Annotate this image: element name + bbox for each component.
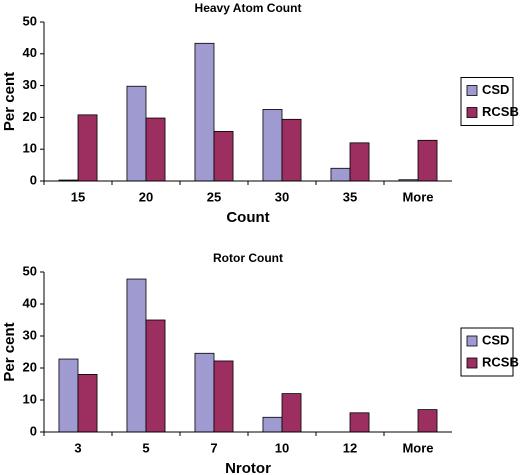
y-tick-label: 0 <box>30 423 37 438</box>
bar <box>417 409 438 433</box>
chart-title: Rotor Count <box>213 251 283 265</box>
bar <box>145 117 166 182</box>
x-tick-label: 10 <box>275 440 289 455</box>
chart-title: Heavy Atom Count <box>195 1 302 15</box>
legend-swatch <box>466 335 478 347</box>
x-tick-label: 30 <box>275 189 289 204</box>
y-tick-label: 0 <box>30 172 37 187</box>
bar <box>262 109 283 182</box>
bar <box>213 130 234 182</box>
x-tick-label: 20 <box>139 189 153 204</box>
bar <box>145 319 166 433</box>
y-tick-label: 20 <box>23 359 37 374</box>
x-tick-label: More <box>402 189 433 204</box>
bar <box>126 278 147 433</box>
bar <box>77 373 98 433</box>
y-tick-label: 40 <box>23 45 37 60</box>
x-tick-label: 5 <box>142 440 149 455</box>
x-tick-label: 12 <box>343 440 357 455</box>
y-tick-label: 10 <box>23 391 37 406</box>
bar <box>194 42 215 182</box>
bar <box>77 114 98 182</box>
x-axis-label: Count <box>226 209 269 226</box>
x-tick-label: 25 <box>207 189 221 204</box>
bar <box>194 352 215 433</box>
x-tick-label: 35 <box>343 189 357 204</box>
y-tick-label: 40 <box>23 295 37 310</box>
bar <box>281 393 302 433</box>
bar <box>58 358 79 433</box>
bar <box>281 118 302 182</box>
y-tick-label: 30 <box>23 77 37 92</box>
bar <box>349 412 370 433</box>
legend-label: RCSB <box>482 104 519 119</box>
legend-label: RCSB <box>482 354 519 369</box>
legend-label: CSD <box>482 332 509 347</box>
y-tick-label: 20 <box>23 109 37 124</box>
legend-swatch <box>466 85 478 96</box>
legend-label: CSD <box>482 82 509 97</box>
x-tick-label: 3 <box>74 440 81 455</box>
bar <box>330 167 351 182</box>
bar <box>126 85 147 182</box>
x-tick-label: 15 <box>71 189 85 204</box>
legend-swatch <box>466 357 478 369</box>
y-axis-label: Per cent <box>1 72 18 131</box>
y-axis-label: Per cent <box>1 322 18 381</box>
bar <box>417 139 438 182</box>
x-tick-label: 7 <box>210 440 217 455</box>
y-tick-label: 50 <box>23 13 37 28</box>
bar <box>262 416 283 433</box>
legend-swatch <box>466 107 478 118</box>
x-tick-label: More <box>402 440 433 455</box>
y-tick-label: 30 <box>23 327 37 342</box>
y-tick-label: 50 <box>23 263 37 278</box>
y-tick-label: 10 <box>23 141 37 156</box>
x-axis-label: Nrotor <box>225 460 271 475</box>
bar <box>349 142 370 182</box>
bar <box>213 360 234 433</box>
